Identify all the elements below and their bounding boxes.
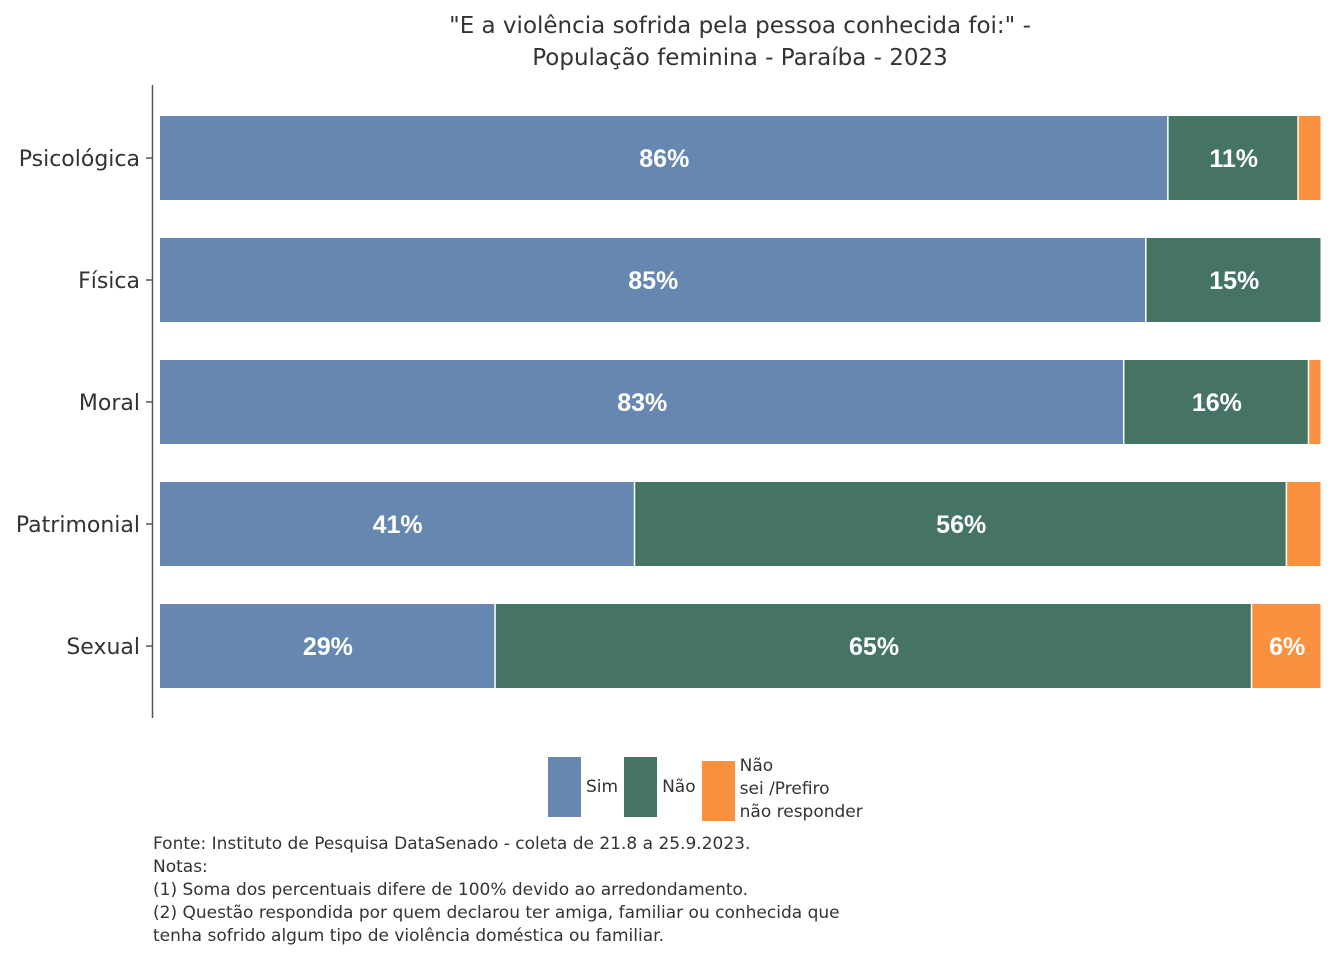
bar-segment (1298, 116, 1321, 200)
bar-segment (160, 360, 1123, 444)
data-label: 11% (1209, 145, 1258, 173)
bar-segment (1287, 482, 1321, 566)
title-line-2: População feminina - Paraíba - 2023 (532, 45, 948, 71)
bar-segment (1252, 604, 1321, 688)
bar-segment (1124, 360, 1308, 444)
bar-segment (1309, 360, 1321, 444)
note-line: Fonte: Instituto de Pesquisa DataSenado … (153, 834, 751, 854)
data-label: 56% (936, 511, 986, 539)
data-label: 65% (849, 633, 899, 661)
chart-title: "E a violência sofrida pela pessoa conhe… (340, 10, 1140, 74)
legend-label-sim: Sim (586, 776, 619, 797)
note-line: tenha sofrido algum tipo de violência do… (153, 926, 664, 946)
data-label: 6% (1269, 633, 1305, 661)
legend-swatch-sim (548, 757, 581, 817)
legend-line: sei /Prefiro (739, 779, 830, 799)
legend-item-nao-sei: Não sei /Prefiro não responder (701, 755, 863, 824)
bar-segment (160, 482, 634, 566)
source-notes: Fonte: Instituto de Pesquisa DataSenado … (153, 833, 840, 948)
bar-segment (160, 604, 495, 688)
bar-segment (160, 238, 1146, 322)
note-line: (1) Soma dos percentuais difere de 100% … (153, 880, 749, 900)
y-tick-label: Psicológica (19, 147, 140, 172)
legend-swatch-nao (624, 757, 658, 817)
data-label: 15% (1209, 267, 1259, 295)
bar-segment (160, 116, 1168, 200)
legend-line: não responder (739, 802, 863, 822)
bar-segment (495, 604, 1251, 688)
legend-item-sim: Sim (548, 757, 618, 817)
data-label: 29% (303, 633, 353, 661)
data-label: 83% (617, 389, 667, 417)
y-tick-label: Física (78, 269, 140, 294)
y-tick-label: Sexual (66, 635, 140, 660)
y-tick-label: Moral (79, 391, 140, 416)
data-label: 86% (639, 145, 689, 173)
bar-segment (635, 482, 1286, 566)
legend-item-nao: Não (624, 757, 696, 817)
bar-segment (1146, 238, 1321, 322)
y-tick-label: Patrimonial (16, 513, 140, 538)
note-line: (2) Questão respondida por quem declarou… (153, 903, 840, 923)
data-label: 16% (1192, 389, 1242, 417)
data-label: 85% (628, 267, 678, 295)
legend-label-nao: Não (662, 776, 696, 797)
bar-segment (1168, 116, 1298, 200)
legend: Sim Não Não sei /Prefiro não responder (548, 755, 869, 824)
legend-label-nao-sei: Não sei /Prefiro não responder (740, 755, 863, 824)
legend-line: Não (739, 756, 774, 776)
legend-swatch-nao-sei (701, 760, 735, 821)
data-label: 41% (373, 511, 423, 539)
title-line-1: "E a violência sofrida pela pessoa conhe… (449, 13, 1031, 39)
note-line: Notas: (153, 857, 208, 877)
